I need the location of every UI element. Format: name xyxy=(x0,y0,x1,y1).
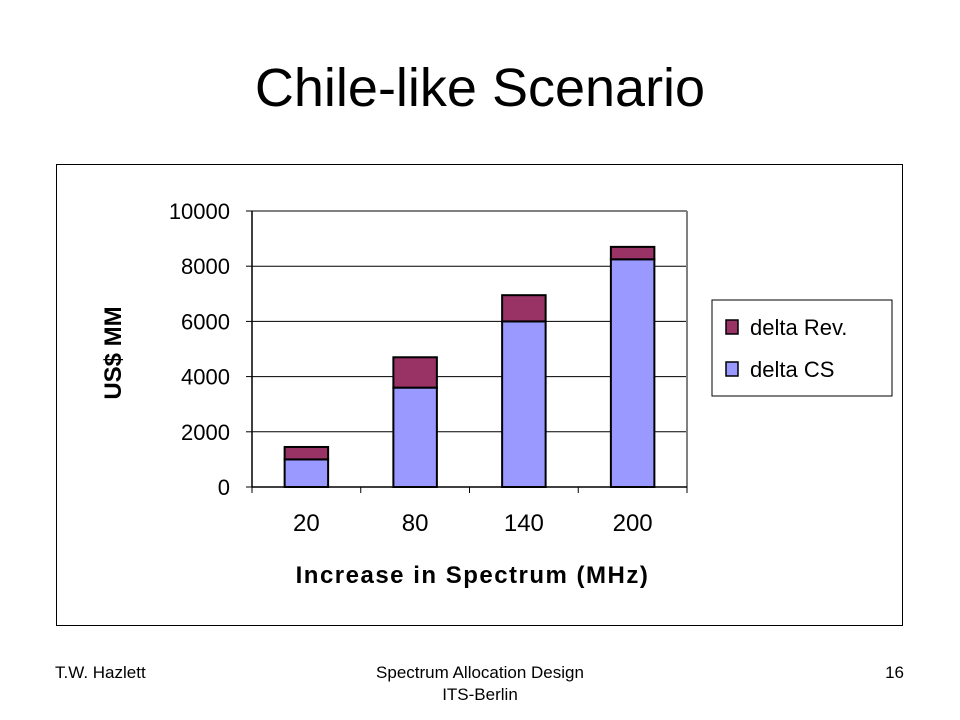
footer-author: T.W. Hazlett xyxy=(55,663,146,682)
bar-delta-cs xyxy=(609,258,656,488)
bar-delta-cs xyxy=(283,458,330,488)
y-tick-label: 0 xyxy=(218,475,230,500)
legend-box xyxy=(711,299,893,397)
bar-delta-cs xyxy=(392,386,438,488)
y-tick-label: 10000 xyxy=(169,199,230,224)
footer-center-line1: Spectrum Allocation Design xyxy=(376,663,584,682)
x-tick-label: 80 xyxy=(402,510,429,537)
x-axis-title: Increase in Spectrum (MHz) xyxy=(296,562,650,589)
x-tick-label: 20 xyxy=(293,510,320,537)
bar-delta-rev xyxy=(609,245,656,261)
stacked-bar-chart: 0 2000 4000 6000 8000 10000 20 80 140 200 Increase… xyxy=(100,199,893,589)
y-tick-label: 6000 xyxy=(181,309,230,334)
bar-delta-rev xyxy=(283,445,330,461)
y-tick-label: 4000 xyxy=(181,365,230,390)
y-tick-label: 2000 xyxy=(181,420,230,445)
footer-center: Spectrum Allocation Design ITS-Berlin xyxy=(280,662,680,706)
footer-center-line2: ITS-Berlin xyxy=(442,685,518,704)
slide-title: Chile-like Scenario xyxy=(254,58,706,118)
bar-delta-rev xyxy=(392,356,438,389)
chart-frame: 0 2000 4000 6000 8000 10000 20 80 140 200 Increase… xyxy=(56,164,903,626)
bar-delta-cs xyxy=(501,320,547,488)
x-tick-label: 140 xyxy=(504,510,544,537)
footer-page-number: 16 xyxy=(885,663,904,682)
y-axis-title: US$ MM xyxy=(100,306,127,399)
legend-label: delta CS xyxy=(750,357,834,382)
y-tick-label: 8000 xyxy=(181,254,230,279)
x-tick-label: 200 xyxy=(613,510,653,537)
legend-swatch xyxy=(725,361,739,377)
legend-label: delta Rev. xyxy=(750,315,847,340)
legend-swatch xyxy=(725,319,739,335)
bar-delta-rev xyxy=(501,294,547,323)
